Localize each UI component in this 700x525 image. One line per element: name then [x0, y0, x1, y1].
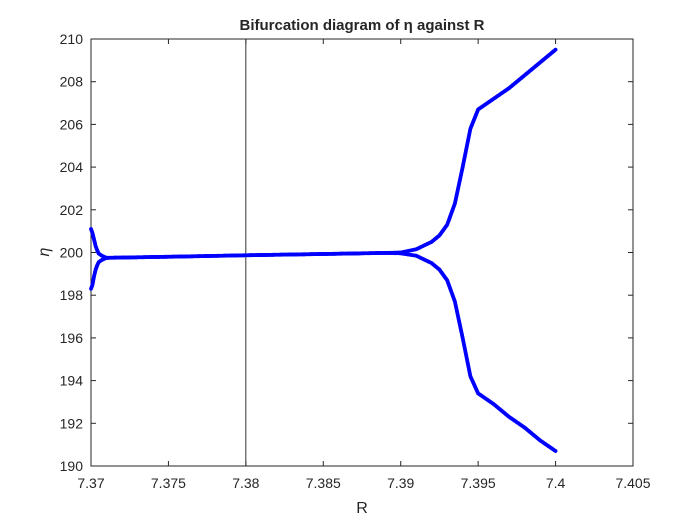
data-point-upper [553, 47, 558, 52]
y-tick-label: 206 [60, 116, 84, 132]
y-tick-label: 208 [60, 74, 84, 90]
x-tick-label: 7.39 [387, 475, 414, 491]
y-tick-label: 204 [60, 159, 84, 175]
x-tick-label: 7.375 [151, 475, 186, 491]
x-tick-label: 7.385 [306, 475, 341, 491]
y-tick-label: 196 [60, 330, 84, 346]
y-tick-label: 210 [60, 31, 84, 47]
x-tick-label: 7.37 [77, 475, 104, 491]
y-axis-label: η [36, 247, 53, 256]
x-tick-label: 7.395 [461, 475, 496, 491]
x-axis-label: R [356, 500, 368, 517]
chart-title: Bifurcation diagram of η against R [239, 17, 484, 34]
y-tick-label: 192 [60, 415, 84, 431]
y-tick-label: 190 [60, 458, 84, 474]
y-tick-label: 198 [60, 287, 84, 303]
x-tick-label: 7.405 [615, 475, 650, 491]
x-tick-label: 7.4 [546, 475, 566, 491]
data-point-lower [553, 449, 558, 453]
x-tick-label: 7.38 [232, 475, 259, 491]
y-tick-label: 194 [60, 373, 84, 389]
y-tick-label: 200 [60, 245, 84, 261]
y-tick-label: 202 [60, 202, 84, 218]
